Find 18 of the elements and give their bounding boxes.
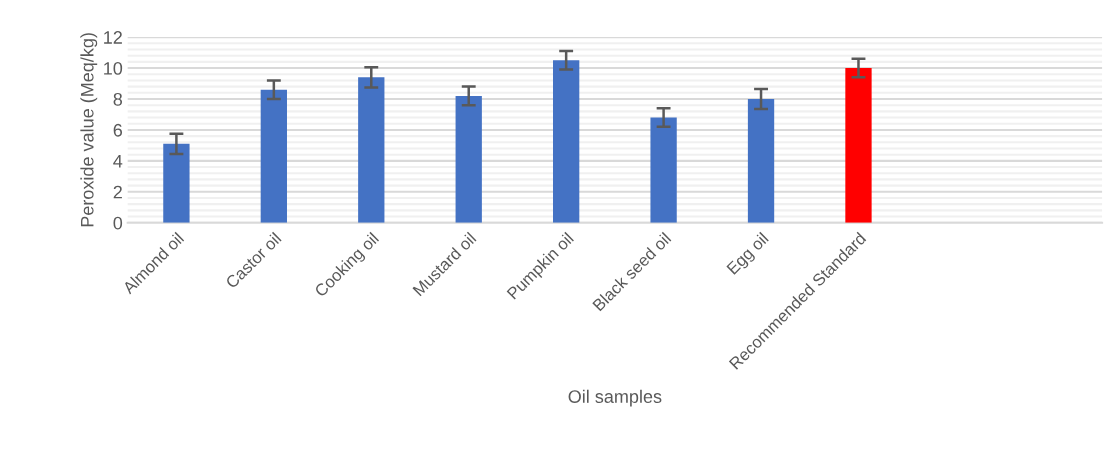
y-tick-label: 6 bbox=[113, 123, 123, 137]
y-tick-label: 8 bbox=[113, 92, 123, 106]
y-tick-label: 12 bbox=[104, 31, 122, 44]
bar bbox=[747, 98, 775, 223]
bar bbox=[358, 77, 385, 223]
y-tick-label: 0 bbox=[113, 216, 123, 230]
y-tick-label: 4 bbox=[113, 154, 123, 168]
bar bbox=[845, 68, 872, 223]
bar bbox=[650, 117, 677, 223]
y-tick-label: 2 bbox=[113, 185, 122, 199]
bar bbox=[260, 89, 287, 223]
x-tick-label: Egg oil bbox=[725, 231, 772, 278]
y-axis-title: Peroxide value (Meq/kg) bbox=[80, 33, 98, 227]
y-tick-label: 10 bbox=[104, 61, 123, 75]
x-axis-title: Oil samples bbox=[568, 389, 662, 407]
bar bbox=[553, 60, 580, 223]
bar bbox=[455, 95, 482, 223]
bar bbox=[163, 143, 190, 223]
